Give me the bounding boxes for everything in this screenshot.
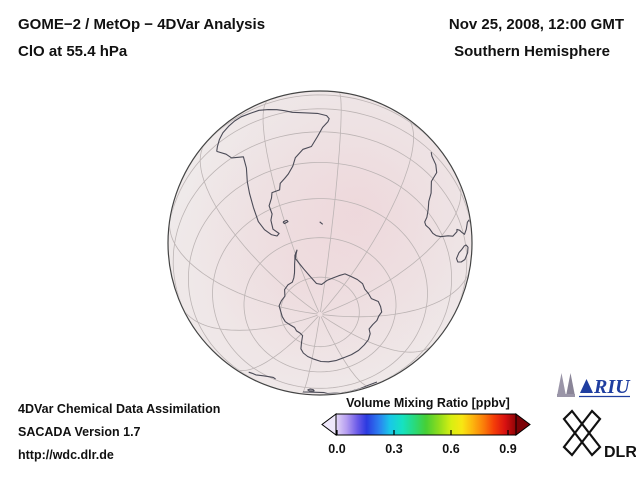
meridian-line [182, 307, 318, 331]
parallel-line [169, 108, 471, 241]
footer-version: SACADA Version 1.7 [18, 425, 141, 439]
meridian-line [199, 142, 319, 314]
header-left: GOME−2 / MetOp − 4DVar Analysis ClO at 5… [18, 11, 265, 65]
clo-field-tint [169, 92, 471, 394]
coastline-madagascar [455, 244, 469, 263]
colorbar-title: Volume Mixing Ratio [ppbv] [346, 396, 510, 410]
riu-logo-graphic: RIU [557, 373, 631, 398]
dlr-logo-graphic: DLR [562, 409, 637, 461]
coastline-falkland_islands [282, 219, 289, 225]
graticule [169, 92, 471, 394]
footer-assimilation: 4DVar Chemical Data Assimilation [18, 402, 221, 416]
coastline-tasmania [307, 388, 315, 392]
footer-left: 4DVar Chemical Data Assimilation SACADA … [18, 398, 220, 467]
parallel-line [280, 276, 360, 348]
header-right: Nov 25, 2008, 12:00 GMT Southern Hemisph… [449, 11, 624, 65]
meridian-line [169, 220, 318, 315]
colorbar-tick-label-1: 0.3 [385, 442, 402, 456]
globe-outline [167, 90, 473, 396]
coastline-africa [424, 152, 471, 238]
coastline-antarctica [278, 249, 383, 363]
footer-url: http://wdc.dlr.de [18, 448, 114, 462]
colorbar-tick-label-2: 0.6 [442, 442, 459, 456]
coastline-australia_south [303, 381, 378, 394]
meridian-line [233, 315, 319, 371]
orthographic-globe [167, 90, 473, 396]
riu-logo: RIU [554, 370, 632, 405]
parallel-line [212, 198, 428, 389]
meridian-line [320, 316, 371, 387]
meridian-line [322, 179, 462, 314]
plot-title: GOME−2 / MetOp − 4DVar Analysis [18, 16, 266, 33]
colorbar-tick-label-0: 0.0 [328, 442, 345, 456]
colorbar-block: Volume Mixing Ratio [ppbv] 0.0 0.3 0.6 0… [318, 396, 538, 462]
riu-cathedral-icon [557, 373, 575, 397]
globe-map [160, 83, 480, 403]
plot-date: Nov 25, 2008, 12:00 GMT [448, 16, 624, 33]
parallel-line [195, 94, 447, 159]
colorbar-arrow-right [515, 413, 531, 436]
colorbar: 0.0 0.3 0.6 0.9 [321, 413, 531, 456]
coastlines [216, 109, 471, 394]
riu-triangle-icon [580, 379, 593, 393]
dlr-logo: DLR [556, 403, 637, 466]
coastline-south_georgia [319, 221, 324, 225]
riu-logo-text: RIU [593, 376, 631, 398]
meridian-line [262, 99, 320, 313]
coastline-new_zealand [248, 371, 276, 380]
plot-subtitle: ClO at 55.4 hPa [18, 43, 128, 60]
parallel-line [243, 237, 397, 373]
colorbar-arrow-left [321, 413, 337, 436]
coastline-south_america [216, 109, 330, 237]
colorbar-tick-label-3: 0.9 [499, 442, 516, 456]
meridian-line [320, 92, 342, 313]
dlr-logo-text: DLR [604, 444, 636, 461]
colorbar-gradient-bar [335, 413, 517, 436]
plot-hemisphere: Southern Hemisphere [454, 43, 610, 60]
parallel-line [172, 131, 468, 325]
dlr-emblem-icon [562, 409, 602, 457]
meridian-line [301, 316, 320, 394]
meridian-line [321, 118, 414, 313]
